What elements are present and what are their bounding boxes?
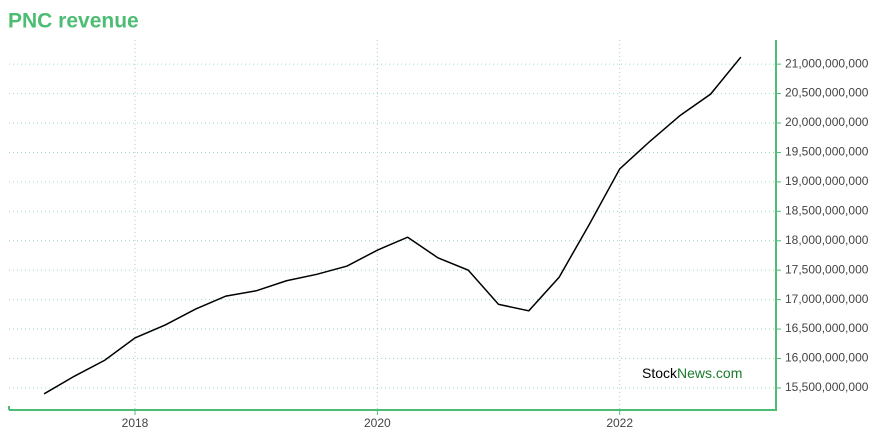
y-tick-label: 16,500,000,000 xyxy=(785,321,869,335)
y-tick-label: 20,000,000,000 xyxy=(785,115,869,129)
x-tick-label: 2018 xyxy=(122,416,149,430)
y-tick-label: 20,500,000,000 xyxy=(785,86,869,100)
y-tick-label: 21,000,000,000 xyxy=(785,56,869,70)
watermark: StockNews.com xyxy=(642,365,742,381)
line xyxy=(43,56,742,395)
x-tick-label: 2020 xyxy=(364,416,391,430)
watermark-suffix: News.com xyxy=(677,365,742,381)
x-tick-label: 2022 xyxy=(606,416,633,430)
watermark-brand: Stock xyxy=(642,365,678,381)
y-tick-label: 19,500,000,000 xyxy=(785,145,869,159)
y-tick-label: 18,500,000,000 xyxy=(785,203,869,217)
y-tick-label: 18,000,000,000 xyxy=(785,233,869,247)
y-tick-label: 17,500,000,000 xyxy=(785,262,869,276)
y-tick-label: 19,000,000,000 xyxy=(785,174,869,188)
y-tick-label: 16,000,000,000 xyxy=(785,351,869,365)
chart-title: PNC revenue xyxy=(8,10,139,33)
y-tick-label: 17,000,000,000 xyxy=(785,292,869,306)
y-tick-label: 15,500,000,000 xyxy=(785,380,869,394)
